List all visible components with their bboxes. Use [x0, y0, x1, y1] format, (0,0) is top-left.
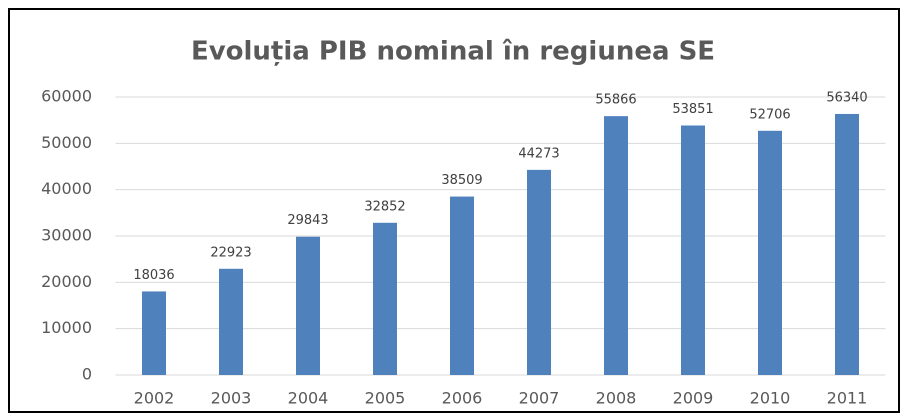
y-tick-label: 40000 — [41, 179, 92, 198]
value-label: 32852 — [364, 199, 405, 214]
value-label: 44273 — [518, 146, 559, 161]
bar — [681, 125, 705, 376]
x-tick-label: 2008 — [596, 389, 637, 408]
x-tick-label: 2006 — [442, 389, 483, 408]
value-label: 56340 — [826, 90, 867, 105]
bar — [373, 222, 397, 375]
y-tick-label: 50000 — [41, 133, 92, 152]
bar — [219, 268, 243, 375]
bar — [604, 116, 628, 375]
value-label: 29843 — [287, 213, 328, 228]
chart-title: Evoluția PIB nominal în regiunea SE — [191, 37, 715, 67]
y-tick-label: 10000 — [41, 318, 92, 337]
x-tick-label: 2007 — [519, 389, 560, 408]
bar — [450, 196, 474, 375]
y-tick-label: 20000 — [41, 272, 92, 291]
x-tick-label: 2005 — [365, 389, 406, 408]
x-tick-label: 2009 — [673, 389, 714, 408]
value-label: 38509 — [441, 173, 482, 188]
value-label: 22923 — [210, 245, 251, 260]
x-tick-label: 2003 — [211, 389, 252, 408]
x-tick-label: 2010 — [750, 389, 791, 408]
value-label: 53851 — [672, 102, 713, 117]
y-tick-label: 60000 — [41, 87, 92, 106]
x-tick-label: 2002 — [134, 389, 175, 408]
bar — [142, 291, 166, 375]
bar — [835, 113, 859, 375]
x-tick-label: 2004 — [288, 389, 329, 408]
y-tick-label: 30000 — [41, 226, 92, 245]
bar — [758, 130, 782, 375]
value-label: 18036 — [133, 268, 174, 283]
y-tick-label: 0 — [82, 365, 92, 384]
x-tick-label: 2011 — [827, 389, 868, 408]
value-label: 52706 — [749, 107, 790, 122]
bar — [527, 169, 551, 375]
bar — [296, 236, 320, 375]
value-label: 55866 — [595, 93, 636, 108]
